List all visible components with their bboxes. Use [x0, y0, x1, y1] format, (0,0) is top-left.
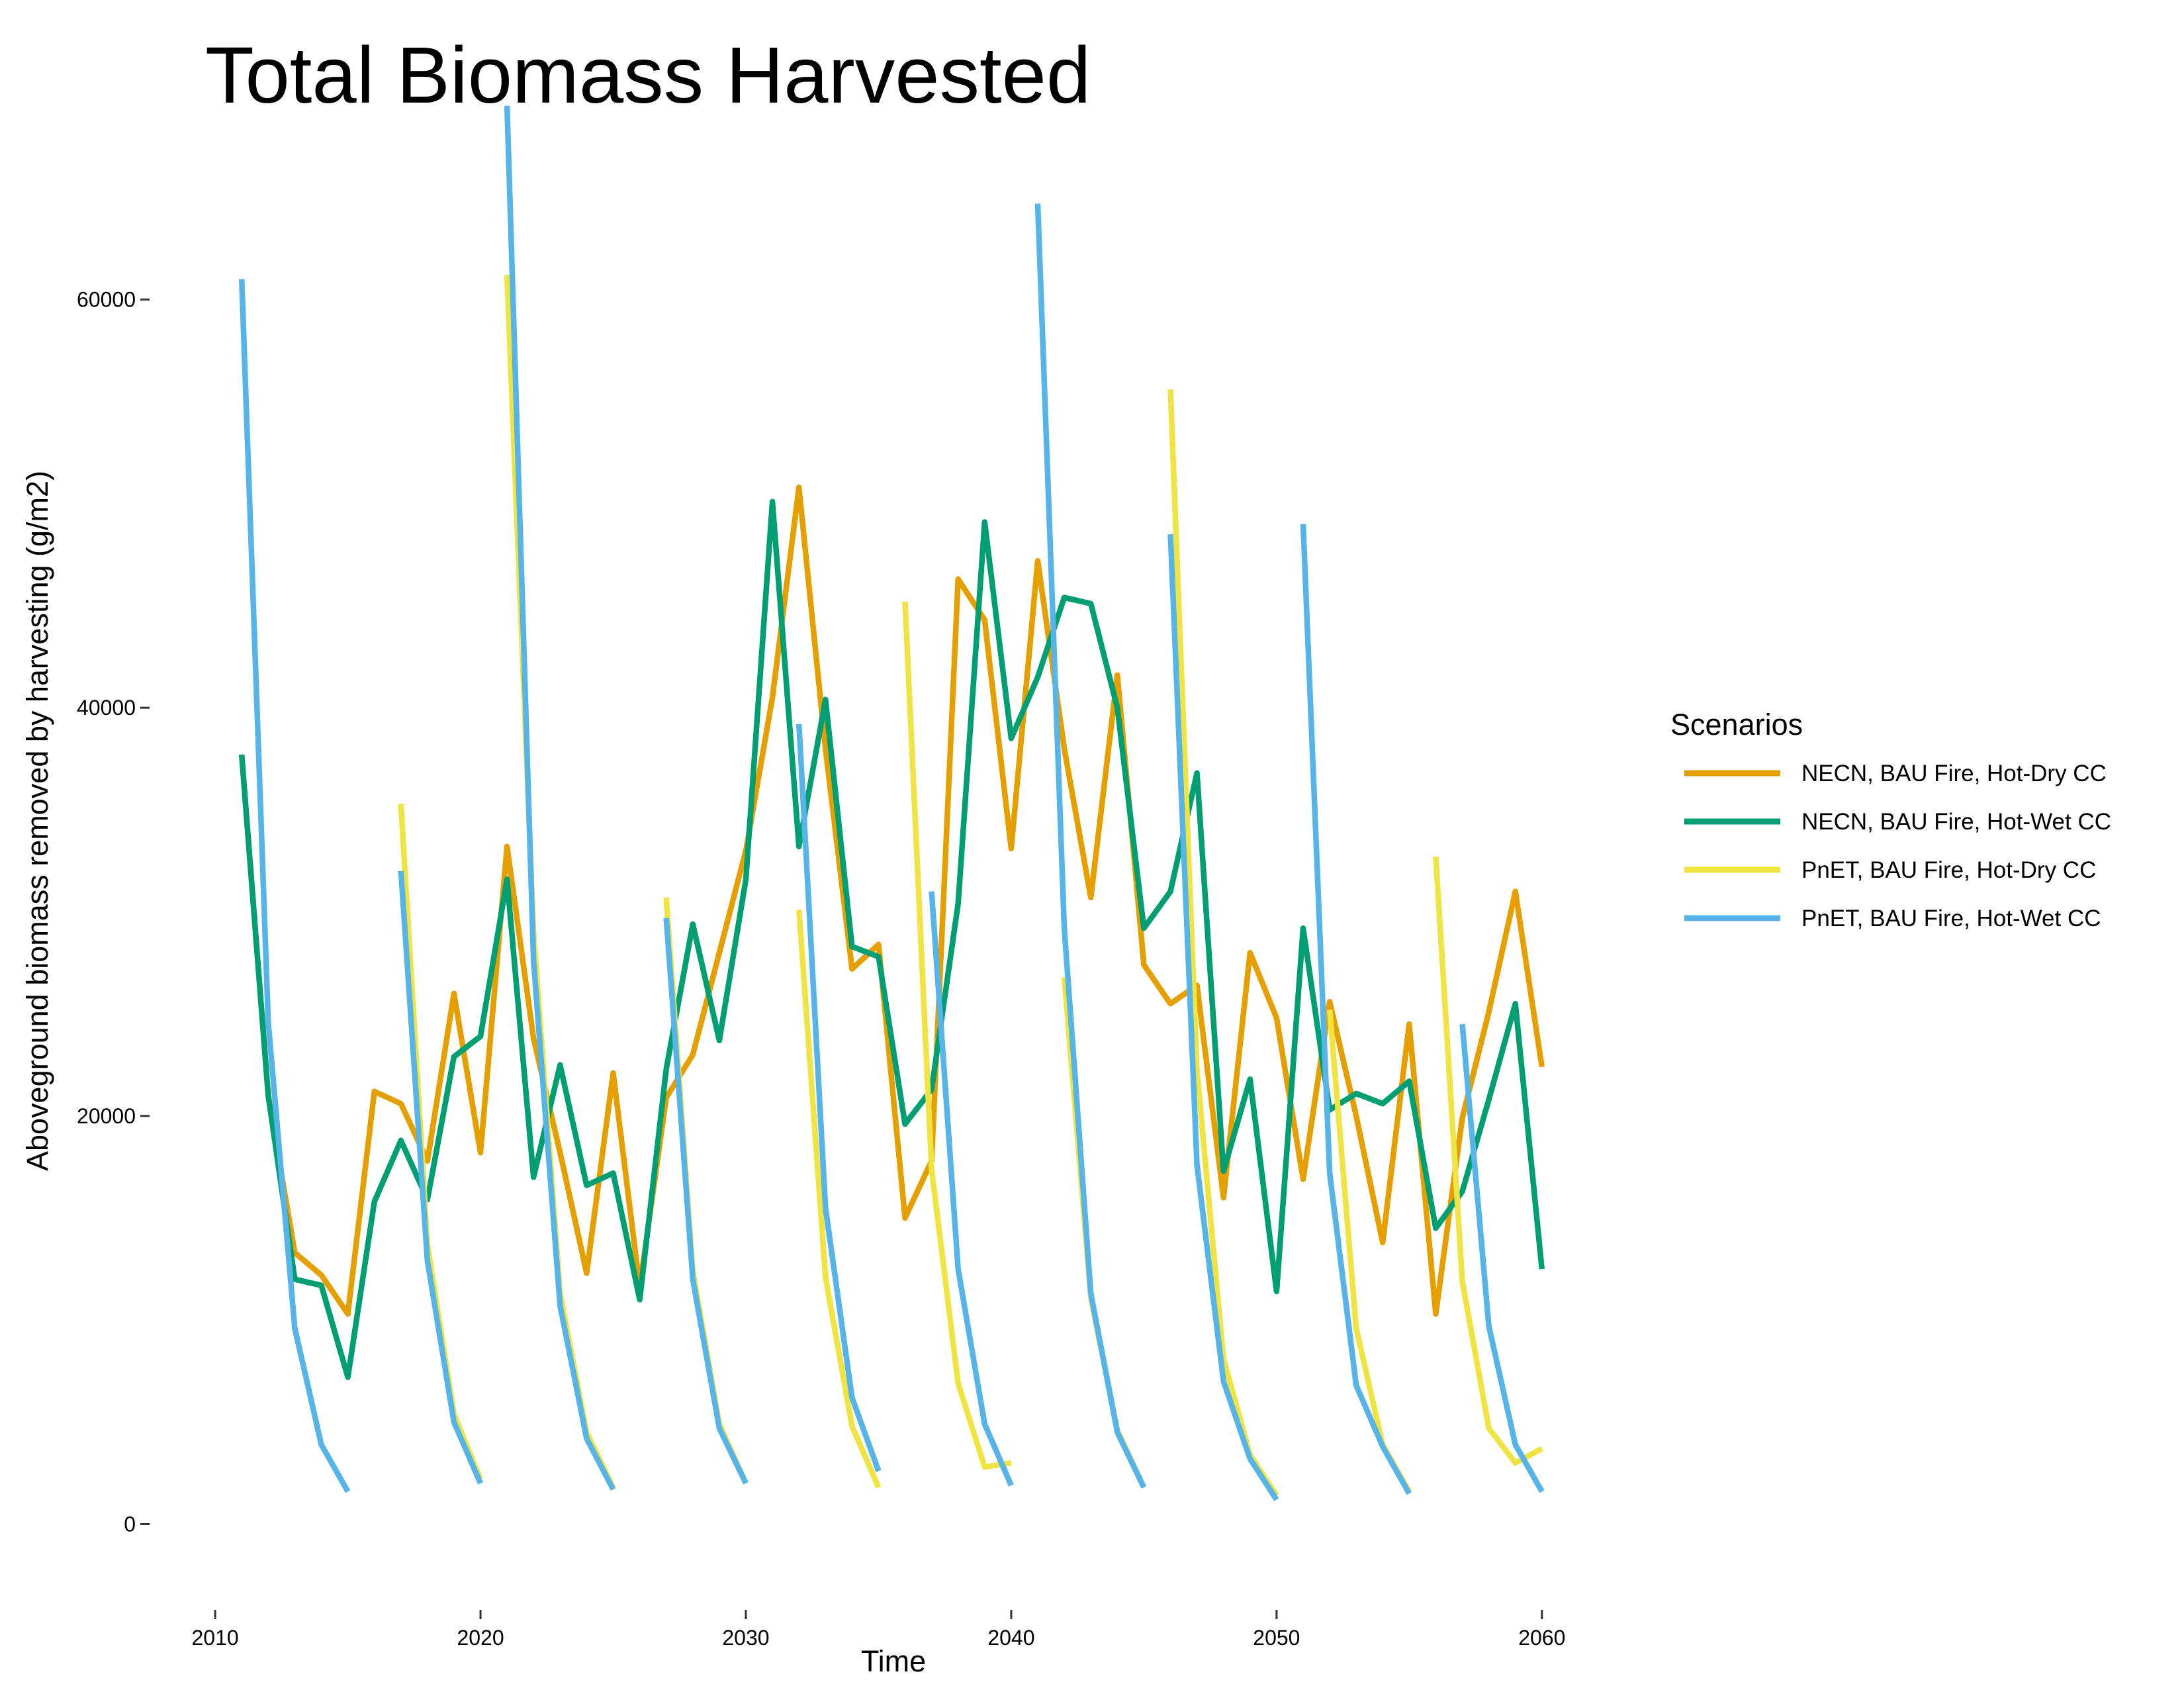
chart-title: Total Biomass Harvested	[205, 30, 1091, 120]
series-line-pnet-bau-fire-hot-wet-cc-segment-4	[663, 917, 749, 1485]
series-line-pnet-bau-fire-hot-wet-cc-segment-5	[796, 724, 882, 1472]
series-line-pnet-bau-fire-hot-dry-cc-segment-5	[902, 601, 1012, 1470]
y-tick-label: 40000	[77, 696, 136, 720]
x-axis-title: Time	[861, 1644, 926, 1678]
series-line-pnet-bau-fire-hot-dry-cc-segment-6	[1061, 976, 1147, 1489]
series-line-pnet-bau-fire-hot-dry-cc-segment-4	[796, 910, 882, 1489]
legend-label: NECN, BAU Fire, Hot-Dry CC	[1801, 761, 2107, 786]
legend-label: PnET, BAU Fire, Hot-Dry CC	[1801, 857, 2096, 883]
x-tick-label: 2060	[1518, 1626, 1565, 1650]
x-tick-label: 2030	[722, 1626, 769, 1650]
x-tick-label: 2010	[192, 1626, 239, 1650]
series-line-pnet-bau-fire-hot-wet-cc-segment-3	[504, 105, 616, 1491]
series-line-pnet-bau-fire-hot-wet-cc-segment-2	[398, 870, 483, 1485]
legend: Scenarios NECN, BAU Fire, Hot-Dry CC NECN…	[1670, 708, 2111, 931]
series-line-pnet-bau-fire-hot-wet-cc-segment-10	[1459, 1023, 1545, 1493]
y-axis-title: Aboveground biomass removed by harvestin…	[21, 471, 54, 1171]
y-tick-label: 0	[124, 1513, 136, 1536]
legend-label: NECN, BAU Fire, Hot-Wet CC	[1801, 809, 2111, 835]
plot-area	[238, 105, 1545, 1501]
series-line-pnet-bau-fire-hot-wet-cc-segment-7	[1034, 203, 1147, 1489]
series-line-pnet-bau-fire-hot-wet-cc-segment-1	[238, 279, 351, 1493]
legend-title: Scenarios	[1670, 708, 1803, 741]
legend-label: PnET, BAU Fire, Hot-Wet CC	[1801, 906, 2101, 931]
x-axis: 2010 2020 2030 2040 2050 2060	[192, 1610, 1565, 1650]
x-tick-label: 2020	[457, 1626, 504, 1650]
y-axis: 0 20000 40000 60000	[77, 288, 150, 1536]
y-tick-label: 20000	[77, 1104, 136, 1128]
x-tick-label: 2050	[1253, 1626, 1300, 1650]
series-line-pnet-bau-fire-hot-wet-cc-segment-9	[1300, 524, 1412, 1495]
series-line-pnet-bau-fire-hot-wet-cc-segment-6	[929, 891, 1014, 1487]
x-tick-label: 2040	[987, 1626, 1034, 1650]
series-line-pnet-bau-fire-hot-wet-cc-segment-8	[1167, 534, 1279, 1501]
y-tick-label: 60000	[77, 288, 136, 312]
